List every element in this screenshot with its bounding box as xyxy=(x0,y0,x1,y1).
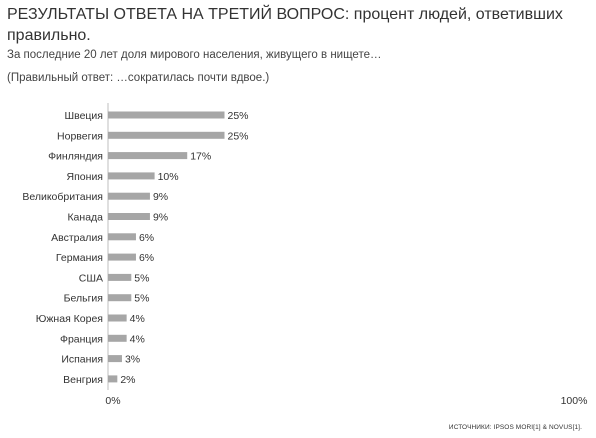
category-label: Испания xyxy=(61,354,103,366)
value-label: 9% xyxy=(153,191,168,203)
value-label: 4% xyxy=(130,333,145,345)
value-label: 6% xyxy=(139,232,154,244)
value-label: 10% xyxy=(158,171,179,183)
category-label: Франция xyxy=(60,333,103,345)
bar xyxy=(108,294,132,302)
bar xyxy=(108,355,122,363)
bar xyxy=(108,152,188,160)
source-note: ИСТОЧНИКИ: IPSOS MORI[1] & NOVUS[1]. xyxy=(448,424,582,431)
bar xyxy=(108,375,118,383)
bar xyxy=(108,111,225,119)
value-label: 4% xyxy=(130,313,145,325)
bar xyxy=(108,213,150,220)
bar xyxy=(108,233,136,241)
bar xyxy=(108,334,127,342)
category-label: Бельгия xyxy=(64,293,103,305)
value-label: 6% xyxy=(139,252,154,264)
bar xyxy=(108,314,127,322)
category-label: Венгрия xyxy=(63,374,103,386)
category-label: Южная Корея xyxy=(36,313,103,325)
chart-title: РЕЗУЛЬТАТЫ ОТВЕТА НА ТРЕТИЙ ВОПРОС: проц… xyxy=(7,6,563,44)
category-label: Германия xyxy=(56,252,103,264)
bar xyxy=(108,273,132,281)
x-tick-label-min: 0% xyxy=(105,395,120,407)
x-tick-label-max: 100% xyxy=(561,395,588,407)
bar xyxy=(108,131,225,139)
category-label: Финляндия xyxy=(48,151,103,163)
bar xyxy=(108,253,136,261)
category-label: Австралия xyxy=(51,232,103,244)
value-label: 9% xyxy=(153,212,168,224)
category-label: Норвегия xyxy=(57,130,103,142)
value-label: 17% xyxy=(190,151,211,163)
category-label: США xyxy=(79,272,103,284)
value-label: 5% xyxy=(134,272,149,284)
bar xyxy=(108,192,150,200)
category-label: Канада xyxy=(67,212,103,224)
value-label: 3% xyxy=(125,354,140,366)
value-label: 5% xyxy=(134,293,149,305)
value-label: 25% xyxy=(228,110,249,122)
category-label: Великобритания xyxy=(22,191,103,203)
value-label: 2% xyxy=(120,374,135,386)
category-label: Япония xyxy=(67,171,103,183)
bar xyxy=(108,172,155,180)
correct-answer-note: (Правильный ответ: …сократилась почти вд… xyxy=(7,72,270,84)
chart-question: За последние 20 лет доля мирового населе… xyxy=(7,49,382,61)
value-label: 25% xyxy=(228,130,249,142)
category-label: Швеция xyxy=(65,110,104,122)
